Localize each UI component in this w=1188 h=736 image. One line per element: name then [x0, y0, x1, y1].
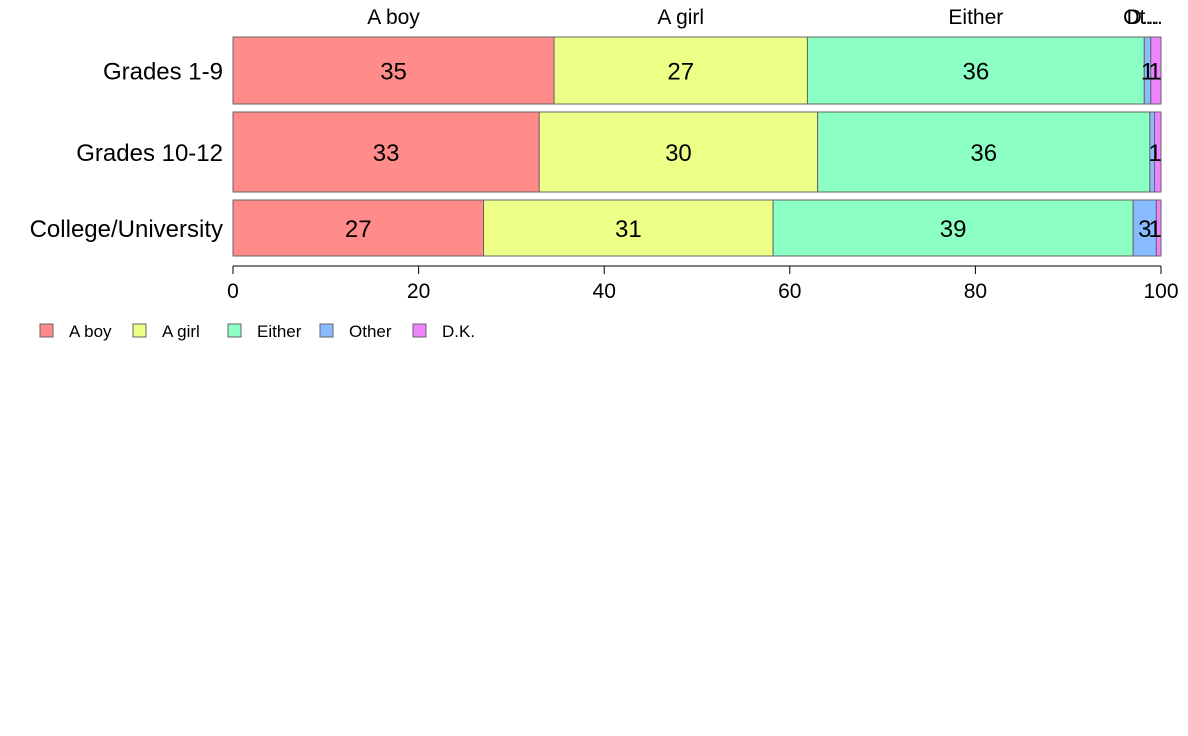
data-label: 35 [380, 59, 407, 86]
category-label: Grades 10-12 [76, 140, 223, 167]
bar-segment [772, 199, 1134, 257]
segment-header-label: D... [1127, 6, 1160, 29]
bar-segment [538, 111, 819, 193]
x-axis: 0 20 40 60 80 100 [227, 265, 1179, 303]
data-label: 36 [963, 59, 990, 86]
bar-segment [553, 36, 808, 105]
data-label: 3 [1138, 216, 1151, 243]
legend-label: Other [349, 322, 392, 341]
category-label: Grades 1-9 [103, 59, 223, 86]
segment-header-label: A boy [367, 6, 420, 29]
data-label: 33 [373, 140, 400, 167]
bar-segment [1150, 36, 1162, 105]
data-label: 36 [970, 140, 997, 167]
legend-swatch [412, 323, 427, 338]
data-label: 27 [667, 59, 694, 86]
x-tick-label: 80 [964, 280, 987, 303]
segment-header-label: Either [948, 6, 1003, 29]
category-label: College/University [30, 216, 223, 243]
category-labels: Grades 1-9 Grades 10-12 College/University [30, 59, 223, 244]
x-tick-label: 60 [778, 280, 801, 303]
x-tick-label: 40 [593, 280, 616, 303]
legend: A boy A girl Either Other D.K. [39, 322, 475, 341]
legend-swatch [319, 323, 334, 338]
legend-label: D.K. [442, 322, 475, 341]
bar-segment [1154, 111, 1162, 193]
legend-label: A boy [69, 322, 112, 341]
bar-segment [483, 199, 774, 257]
data-label: 30 [665, 140, 692, 167]
bar-segment [232, 199, 485, 257]
legend-swatch [132, 323, 147, 338]
segment-header-label: Ot... [1123, 6, 1163, 29]
data-label: 31 [615, 216, 642, 243]
bar-segment [232, 111, 540, 193]
x-tick-label: 20 [407, 280, 430, 303]
bar-segment [817, 111, 1151, 193]
data-label: 27 [345, 216, 372, 243]
data-label: 39 [940, 216, 967, 243]
data-label: 1 [1148, 140, 1161, 167]
bar-segment [1155, 199, 1162, 257]
x-tick-label: 100 [1143, 280, 1178, 303]
legend-swatch [39, 323, 54, 338]
legend-swatch [227, 323, 242, 338]
x-tick-label: 0 [227, 280, 239, 303]
legend-label: Either [257, 322, 302, 341]
legend-label: A girl [162, 322, 200, 341]
data-label: 1 [1148, 216, 1161, 243]
segment-header-labels: A boy A girl Either Ot...D... [367, 6, 1163, 29]
data-label: 1 [1148, 59, 1161, 86]
segment-header-label: A girl [657, 6, 704, 29]
